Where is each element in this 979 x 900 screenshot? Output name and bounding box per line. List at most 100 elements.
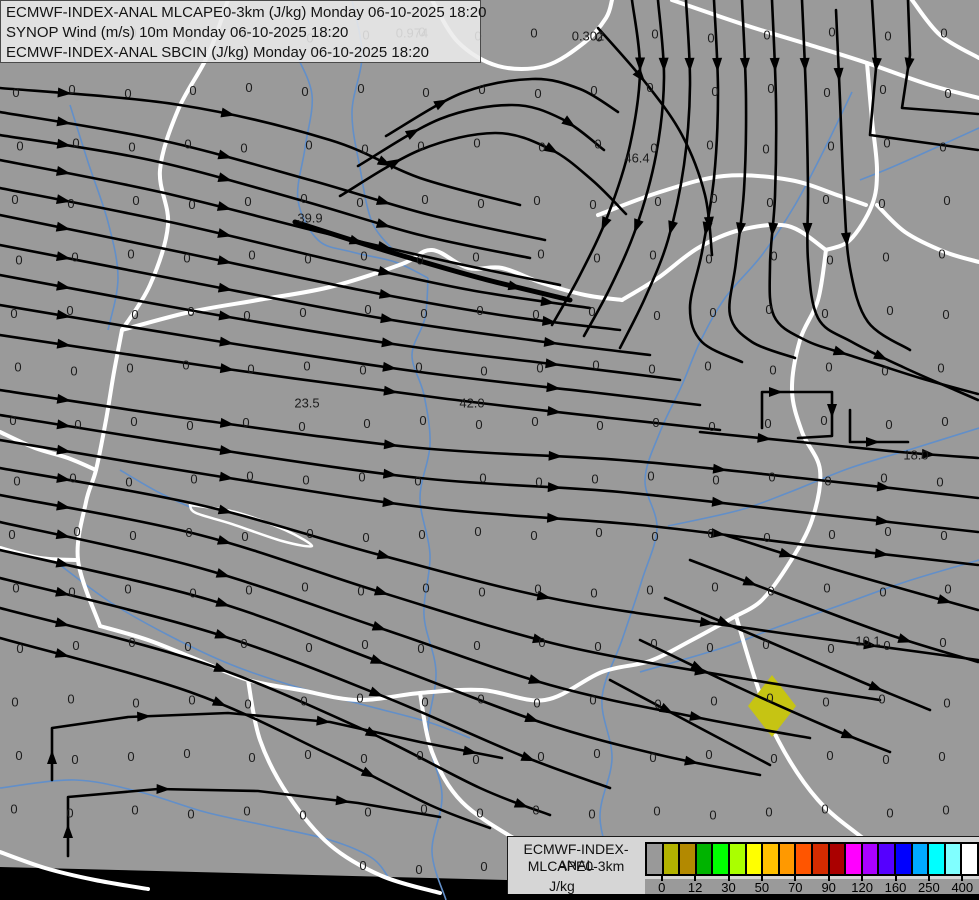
- station-value: 0: [533, 696, 540, 711]
- station-value: 0: [420, 802, 427, 817]
- flow-arrowhead: [218, 310, 234, 321]
- flow-arrowhead: [382, 497, 397, 508]
- station-value: 0: [652, 415, 659, 430]
- station-value: 0: [303, 359, 310, 374]
- legend-tick-label: 70: [788, 880, 803, 895]
- flow-arrowhead: [769, 387, 783, 397]
- legend-color-cell: [678, 844, 695, 874]
- flow-arrowhead: [757, 432, 772, 443]
- station-value: 0: [184, 639, 191, 654]
- station-value: 0: [646, 80, 653, 95]
- station-value: 0: [12, 581, 19, 596]
- country-border: [670, 0, 979, 100]
- station-value: 0: [472, 250, 479, 265]
- streamline: [0, 388, 979, 500]
- station-value: 0: [588, 304, 595, 319]
- station-value: 0: [590, 83, 597, 98]
- station-value: 0: [130, 414, 137, 429]
- flow-arrowhead: [532, 633, 547, 644]
- station-value: 0: [885, 417, 892, 432]
- station-value: 0: [478, 82, 485, 97]
- station-value: 0: [476, 806, 483, 821]
- station-value: 0: [358, 470, 365, 485]
- station-value: 0: [822, 695, 829, 710]
- station-value: 0: [825, 360, 832, 375]
- flow-arrowhead: [547, 482, 562, 493]
- station-value: 0: [13, 474, 20, 489]
- flow-arrowhead: [548, 450, 563, 461]
- station-value: 0: [706, 138, 713, 153]
- flow-arrowhead: [541, 315, 557, 326]
- station-value: 0: [420, 306, 427, 321]
- streamline: [868, 0, 979, 152]
- station-value: 0: [299, 808, 306, 823]
- flow-arrowhead: [684, 755, 699, 766]
- station-value: 0: [69, 471, 76, 486]
- streamline: [900, 0, 979, 116]
- flow-arrowhead: [536, 590, 552, 601]
- station-value: 0: [189, 83, 196, 98]
- station-value: 0: [763, 28, 770, 43]
- station-value: 0: [944, 582, 951, 597]
- station-value: 0: [72, 136, 79, 151]
- streamline: [0, 413, 979, 534]
- station-value: 0: [707, 526, 714, 541]
- flow-arrowhead: [668, 220, 678, 236]
- station-value: 0: [66, 806, 73, 821]
- legend-units-label: J/kg: [549, 878, 575, 894]
- flow-arrowhead: [863, 639, 878, 650]
- country-border: [620, 222, 828, 302]
- station-value: 0: [11, 192, 18, 207]
- flow-arrowhead: [217, 282, 233, 293]
- flow-arrowhead: [211, 696, 227, 707]
- title-line-synop-wind: SYNOP Wind (m/s) 10m Monday 06-10-2025 1…: [6, 24, 349, 41]
- country-border: [0, 850, 150, 891]
- station-value: 0: [709, 305, 716, 320]
- legend-tick-mark: [760, 876, 763, 881]
- station-value: 0: [766, 691, 773, 706]
- station-value: 0: [15, 748, 22, 763]
- station-value: 0: [764, 416, 771, 431]
- station-value: 0: [477, 196, 484, 211]
- country-border: [0, 430, 98, 472]
- country-border: [875, 203, 979, 264]
- station-value: 0: [651, 529, 658, 544]
- station-value: 0: [770, 249, 777, 264]
- flow-arrowhead: [871, 57, 882, 72]
- legend-color-cell: [943, 844, 961, 874]
- flow-arrowhead: [699, 616, 715, 627]
- flow-arrowhead: [56, 280, 71, 291]
- streamline: [834, 8, 912, 352]
- flow-arrowhead: [368, 686, 384, 697]
- flow-arrowhead: [513, 798, 529, 808]
- flow-arrowhead: [63, 824, 73, 838]
- station-value: 0: [127, 749, 134, 764]
- legend-tick-label: 0: [658, 880, 666, 895]
- flow-arrowhead: [214, 629, 230, 639]
- flow-arrowhead: [689, 711, 704, 721]
- station-value: 0: [183, 251, 190, 266]
- legend-color-cell: [960, 844, 977, 874]
- station-value: 0: [14, 360, 21, 375]
- station-value: 0: [938, 247, 945, 262]
- flow-arrowhead: [739, 57, 750, 72]
- station-value-special: 46.4: [624, 151, 649, 166]
- flow-arrowhead: [690, 660, 705, 672]
- flow-arrowhead: [545, 358, 560, 369]
- station-value: 0: [595, 525, 602, 540]
- station-value: 0: [302, 473, 309, 488]
- flow-arrowhead: [55, 617, 70, 628]
- flow-arrowhead: [217, 504, 233, 515]
- station-value: 0: [536, 361, 543, 376]
- flow-arrowhead: [873, 349, 888, 361]
- station-value: 0: [417, 641, 424, 656]
- station-value: 0: [881, 364, 888, 379]
- station-value: 0: [594, 639, 601, 654]
- station-value: 0: [706, 640, 713, 655]
- station-value: 0: [244, 194, 251, 209]
- flow-arrowhead: [56, 138, 72, 149]
- legend-tick-label: 50: [754, 880, 770, 895]
- flow-arrowhead: [217, 172, 233, 182]
- streamline: [638, 638, 892, 754]
- station-value: 0: [188, 693, 195, 708]
